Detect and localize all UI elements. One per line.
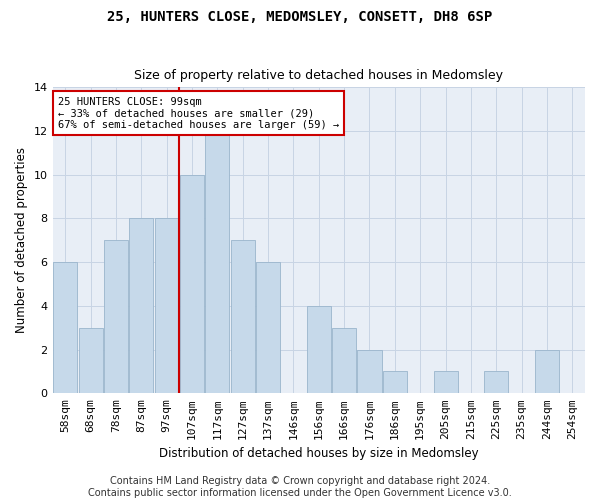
- Bar: [256, 262, 280, 394]
- Bar: [484, 372, 508, 394]
- Bar: [155, 218, 179, 394]
- Title: Size of property relative to detached houses in Medomsley: Size of property relative to detached ho…: [134, 69, 503, 82]
- Bar: [205, 131, 229, 394]
- Bar: [230, 240, 255, 394]
- Text: 25 HUNTERS CLOSE: 99sqm
← 33% of detached houses are smaller (29)
67% of semi-de: 25 HUNTERS CLOSE: 99sqm ← 33% of detache…: [58, 96, 339, 130]
- X-axis label: Distribution of detached houses by size in Medomsley: Distribution of detached houses by size …: [159, 447, 479, 460]
- Text: 25, HUNTERS CLOSE, MEDOMSLEY, CONSETT, DH8 6SP: 25, HUNTERS CLOSE, MEDOMSLEY, CONSETT, D…: [107, 10, 493, 24]
- Bar: [129, 218, 154, 394]
- Bar: [332, 328, 356, 394]
- Bar: [307, 306, 331, 394]
- Bar: [383, 372, 407, 394]
- Bar: [358, 350, 382, 394]
- Bar: [434, 372, 458, 394]
- Bar: [535, 350, 559, 394]
- Bar: [79, 328, 103, 394]
- Bar: [104, 240, 128, 394]
- Bar: [53, 262, 77, 394]
- Bar: [180, 175, 204, 394]
- Text: Contains HM Land Registry data © Crown copyright and database right 2024.
Contai: Contains HM Land Registry data © Crown c…: [88, 476, 512, 498]
- Y-axis label: Number of detached properties: Number of detached properties: [15, 148, 28, 334]
